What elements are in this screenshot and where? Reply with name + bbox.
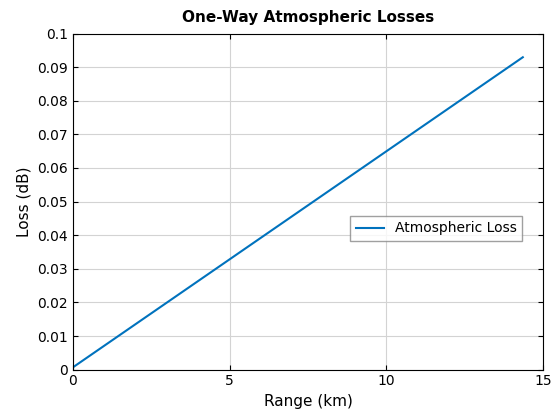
Atmospheric Loss: [313, 197, 320, 202]
Y-axis label: Loss (dB): Loss (dB): [17, 166, 31, 237]
Atmospheric Loss: [438, 110, 445, 116]
Atmospheric Loss: [337, 180, 344, 185]
Atmospheric Loss: [520, 55, 526, 60]
Atmospheric Loss: [508, 62, 515, 67]
Atmospheric Loss: [286, 216, 293, 221]
Legend: Atmospheric Loss: Atmospheric Loss: [350, 216, 522, 241]
Title: One-Way Atmospheric Losses: One-Way Atmospheric Losses: [182, 10, 434, 26]
Atmospheric Loss: [69, 365, 76, 370]
X-axis label: Range (km): Range (km): [264, 394, 352, 409]
Line: Atmospheric Loss: Atmospheric Loss: [73, 57, 523, 368]
Atmospheric Loss: [283, 218, 290, 223]
